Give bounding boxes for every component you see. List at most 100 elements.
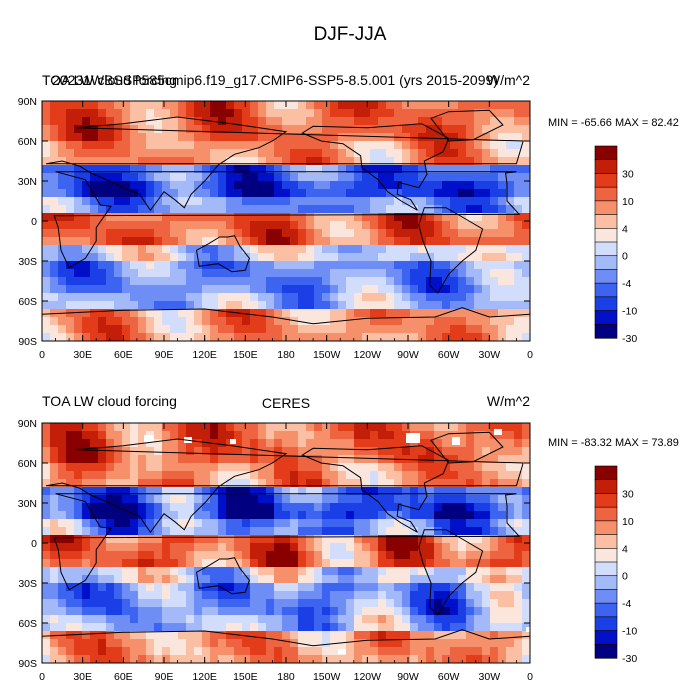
field-cell	[146, 325, 155, 334]
field-cell	[82, 535, 91, 544]
field-cell	[386, 543, 395, 552]
field-cell	[330, 495, 339, 504]
x-tick-label: 120E	[192, 349, 217, 361]
field-cell	[226, 495, 235, 504]
field-cell	[82, 205, 91, 214]
field-cell	[474, 277, 483, 286]
field-cell	[314, 463, 323, 472]
field-cell	[154, 173, 163, 182]
field-cell	[362, 237, 371, 246]
field-cell	[154, 117, 163, 126]
field-cell	[58, 463, 67, 472]
field-cell	[482, 181, 491, 190]
field-cell	[186, 229, 195, 238]
field-cell	[522, 133, 530, 142]
field-cell	[314, 285, 323, 294]
field-cell	[426, 463, 435, 472]
field-cell	[186, 277, 195, 286]
field-cell	[506, 245, 515, 254]
field-cell	[370, 277, 379, 286]
field-cell	[58, 229, 67, 238]
field-cell	[130, 527, 139, 536]
field-cell	[98, 133, 107, 142]
field-cell	[442, 149, 451, 158]
field-cell	[290, 197, 299, 206]
field-cell	[178, 133, 187, 142]
field-cell	[290, 109, 299, 118]
field-cell	[298, 189, 307, 198]
field-cell	[218, 543, 227, 552]
field-cell	[450, 229, 459, 238]
x-tick-label: 60W	[438, 349, 460, 361]
field-cell	[242, 631, 251, 640]
field-cell	[514, 639, 523, 648]
field-cell	[522, 261, 530, 270]
field-cell	[306, 205, 315, 214]
field-cell	[226, 559, 235, 568]
field-cell	[482, 269, 491, 278]
field-cell	[474, 141, 483, 150]
field-cell	[50, 253, 59, 262]
field-cell	[258, 599, 267, 608]
field-cell	[506, 149, 515, 158]
field-cell	[50, 277, 59, 286]
field-cell	[418, 567, 427, 576]
field-cell	[386, 325, 395, 334]
field-cell	[394, 559, 403, 568]
field-cell	[450, 543, 459, 552]
field-cell	[146, 261, 155, 270]
field-cell	[418, 109, 427, 118]
field-cell	[466, 221, 475, 230]
field-cell	[306, 277, 315, 286]
field-cell	[522, 229, 530, 238]
field-cell	[250, 655, 259, 663]
field-cell	[90, 455, 99, 464]
field-cell	[162, 293, 171, 302]
field-cell	[74, 221, 83, 230]
field-cell	[386, 285, 395, 294]
field-cell	[114, 301, 123, 310]
field-cell	[506, 101, 515, 110]
field-cell	[50, 551, 59, 560]
field-cell	[202, 333, 211, 341]
field-cell	[482, 503, 491, 512]
field-cell	[42, 447, 51, 456]
field-cell	[306, 117, 315, 126]
field-cell	[130, 551, 139, 560]
field-cell	[290, 325, 299, 334]
field-cell	[370, 439, 379, 448]
x-tick-label: 0	[39, 349, 45, 361]
field-cell	[426, 141, 435, 150]
field-cell	[298, 423, 307, 432]
field-cell	[466, 591, 475, 600]
field-cell	[498, 463, 507, 472]
field-cell	[210, 479, 219, 488]
field-cell	[58, 551, 67, 560]
field-cell	[210, 189, 219, 198]
field-cell	[450, 277, 459, 286]
field-cell	[482, 423, 491, 432]
field-cell	[226, 317, 235, 326]
field-cell	[346, 301, 355, 310]
field-cell	[178, 607, 187, 616]
field-cell	[90, 165, 99, 174]
field-cell	[170, 543, 179, 552]
field-cell	[386, 261, 395, 270]
field-cell	[346, 205, 355, 214]
field-cell	[274, 101, 283, 110]
field-cell	[42, 205, 51, 214]
field-cell	[170, 221, 179, 230]
field-cell	[482, 197, 491, 206]
field-cell	[218, 479, 227, 488]
field-cell	[306, 431, 315, 440]
field-cell	[426, 551, 435, 560]
field-cell	[154, 447, 163, 456]
field-cell	[282, 607, 291, 616]
field-cell	[466, 277, 475, 286]
field-cell	[338, 221, 347, 230]
field-cell	[394, 141, 403, 150]
field-cell	[346, 647, 355, 656]
field-cell	[138, 559, 147, 568]
field-cell	[146, 495, 155, 504]
field-cell	[274, 551, 283, 560]
